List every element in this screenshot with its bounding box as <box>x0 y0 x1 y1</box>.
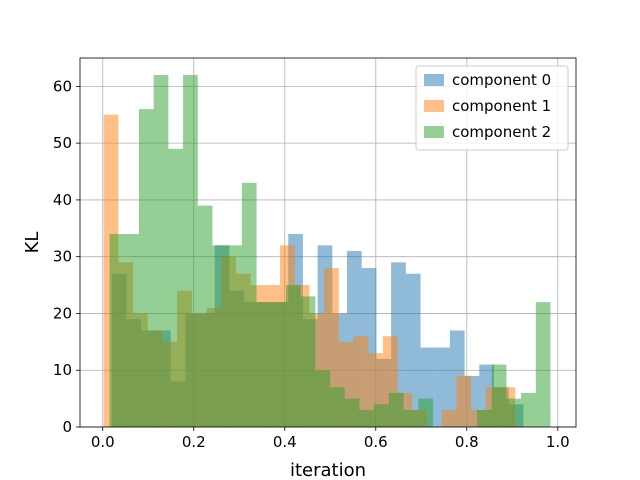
y-tick-label: 10 <box>53 361 72 379</box>
bar-series-0-bin-22 <box>435 347 450 427</box>
x-tick-label: 0.6 <box>364 433 388 451</box>
legend-label-0: component 0 <box>452 71 551 89</box>
bar-series-2-bin-19 <box>388 392 404 427</box>
bar-series-2-bin-21 <box>418 398 433 427</box>
y-tick-label: 50 <box>53 134 72 152</box>
bar-series-2-bin-6 <box>197 205 213 427</box>
legend-label-1: component 1 <box>452 97 551 115</box>
bar-series-2-bin-3 <box>153 75 169 428</box>
bar-series-2-bin-16 <box>344 398 360 427</box>
y-tick-label: 30 <box>53 248 72 266</box>
bar-series-2-bin-7 <box>212 245 228 427</box>
legend-swatch-2 <box>424 126 444 138</box>
bar-series-2-bin-26 <box>491 364 507 427</box>
bar-series-2-bin-4 <box>168 148 184 428</box>
bar-series-2-bin-27 <box>506 398 522 427</box>
legend: component 0 component 1 component 2 <box>415 65 569 151</box>
x-tick-label: 0.2 <box>182 433 206 451</box>
y-tick-label: 60 <box>53 77 72 95</box>
bar-series-2-bin-29 <box>535 302 551 427</box>
bar-series-2-bin-9 <box>241 182 257 427</box>
x-tick-label: 1.0 <box>546 433 570 451</box>
bar-series-2-bin-20 <box>403 409 419 427</box>
y-tick-label: 20 <box>53 304 72 322</box>
bar-series-2-bin-18 <box>374 404 389 427</box>
bar-series-2-bin-12 <box>285 285 301 427</box>
bar-series-0-bin-20 <box>405 273 421 427</box>
bar-series-2-bin-8 <box>227 245 242 427</box>
legend-swatch-1 <box>424 100 444 112</box>
bar-series-1-bin-23 <box>441 409 457 427</box>
y-tick-label: 40 <box>53 191 72 209</box>
bar-series-2-bin-14 <box>315 370 331 427</box>
legend-swatch-0 <box>424 74 444 86</box>
x-axis-label: iteration <box>290 460 366 480</box>
plot-frame <box>79 57 577 428</box>
bar-series-1-bin-24 <box>456 375 472 427</box>
x-tick-label: 0.8 <box>455 433 479 451</box>
bar-series-2-bin-17 <box>359 409 375 427</box>
y-tick-label: 0 <box>62 418 72 436</box>
bar-series-2-bin-25 <box>477 409 492 427</box>
bar-series-2-bin-1 <box>124 233 139 427</box>
legend-box <box>415 65 569 151</box>
axis-ticks: 0.0 0.2 0.4 0.6 0.8 1.0 0 10 20 30 40 50 60 <box>53 77 570 451</box>
bar-series-2-bin-10 <box>256 302 272 427</box>
bar-series-2-bin-15 <box>330 387 345 427</box>
bar-series-2-bin-13 <box>300 296 316 427</box>
y-axis-label: KL <box>22 232 43 254</box>
bar-series-2-bin-0 <box>109 233 125 427</box>
bar-series-2-bin-11 <box>271 302 286 427</box>
bar-series-2-bin-5 <box>183 75 198 428</box>
bar-series-2-bin-28 <box>521 392 536 427</box>
bar-series-2-bin-2 <box>138 109 154 427</box>
histogram-bars <box>103 75 551 428</box>
legend-label-2: component 2 <box>452 123 551 141</box>
x-tick-label: 0.4 <box>273 433 297 451</box>
x-tick-label: 0.0 <box>91 433 115 451</box>
